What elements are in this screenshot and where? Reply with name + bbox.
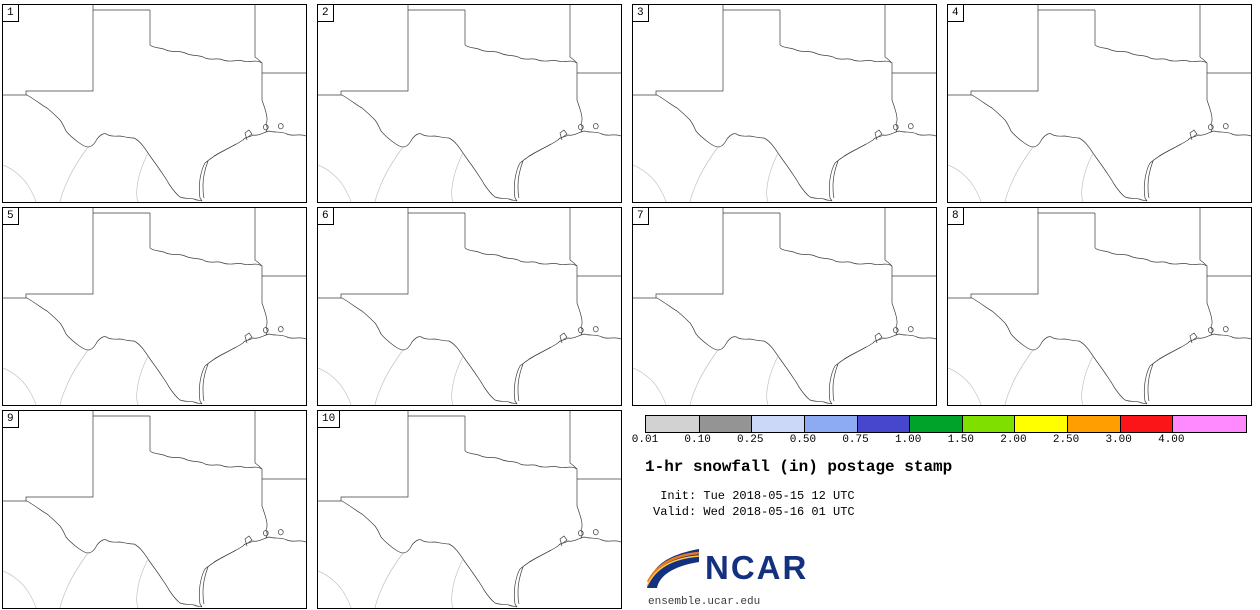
colorbar-segment <box>1014 416 1067 432</box>
texas-map <box>3 5 306 202</box>
colorbar-segment <box>856 416 910 432</box>
member-number: 1 <box>3 5 19 22</box>
colorbar-tick-label: 0.25 <box>737 434 764 446</box>
texas-map <box>633 5 936 202</box>
member-number: 8 <box>948 208 964 225</box>
member-panel-4[interactable]: 4 <box>947 4 1252 203</box>
member-number: 5 <box>3 208 19 225</box>
texas-map <box>318 411 621 608</box>
member-panel-1[interactable]: 1 <box>2 4 307 203</box>
colorbar-tick-label: 2.00 <box>1000 434 1027 446</box>
legend-area: 0.01 0.10 0.25 0.50 0.75 1.00 1.50 2.00 … <box>632 410 1252 609</box>
colorbar-tick-label: 1.50 <box>947 434 974 446</box>
colorbar-tick-labels: 0.01 0.10 0.25 0.50 0.75 1.00 1.50 2.00 … <box>632 434 1245 448</box>
texas-map <box>318 208 621 405</box>
colorbar-tick-label: 0.01 <box>631 434 659 446</box>
member-number: 2 <box>318 5 334 22</box>
texas-map <box>948 5 1251 202</box>
colorbar-segment <box>698 416 752 432</box>
texas-map <box>633 208 936 405</box>
member-panel-2[interactable]: 2 <box>317 4 622 203</box>
colorbar-tick-label: 1.00 <box>894 434 922 446</box>
snowfall-colorbar <box>645 415 1247 433</box>
colorbar-tick-label: 4.00 <box>1158 434 1185 446</box>
colorbar-tick-label: 2.50 <box>1052 434 1080 446</box>
ncar-wordmark: NCAR <box>705 549 809 586</box>
colorbar-segment <box>803 416 857 432</box>
member-number: 6 <box>318 208 334 225</box>
member-panel-8[interactable]: 8 <box>947 207 1252 406</box>
texas-map <box>318 5 621 202</box>
ensemble-site-url: ensemble.ucar.edu <box>648 596 761 608</box>
member-number: 4 <box>948 5 964 22</box>
colorbar-tick-label: 0.10 <box>684 434 711 446</box>
colorbar-tick-label: 0.50 <box>789 434 817 446</box>
colorbar-tick-label: 0.75 <box>842 434 869 446</box>
texas-map <box>3 411 306 608</box>
colorbar-segment <box>1067 416 1120 432</box>
ncar-swoosh-icon <box>646 549 700 588</box>
ncar-logo: NCAR <box>645 546 808 590</box>
member-panel-3[interactable]: 3 <box>632 4 937 203</box>
member-number: 9 <box>3 411 19 428</box>
member-panel-9[interactable]: 9 <box>2 410 307 609</box>
valid-time: Valid: Wed 2018-05-16 01 UTC <box>653 505 855 519</box>
colorbar-segment <box>1119 416 1173 432</box>
colorbar-segment <box>751 416 804 432</box>
colorbar-segment <box>961 416 1015 432</box>
plot-title: 1-hr snowfall (in) postage stamp <box>645 458 953 476</box>
colorbar-segment <box>1172 416 1246 432</box>
member-panel-10[interactable]: 10 <box>317 410 622 609</box>
texas-map <box>3 208 306 405</box>
member-panel-5[interactable]: 5 <box>2 207 307 406</box>
member-number: 10 <box>318 411 341 428</box>
colorbar-segment <box>909 416 962 432</box>
colorbar-tick-label: 3.00 <box>1105 434 1132 446</box>
colorbar-segment <box>646 416 699 432</box>
init-time: Init: Tue 2018-05-15 12 UTC <box>653 489 855 503</box>
member-panel-7[interactable]: 7 <box>632 207 937 406</box>
member-number: 7 <box>633 208 649 225</box>
member-number: 3 <box>633 5 649 22</box>
member-panel-6[interactable]: 6 <box>317 207 622 406</box>
texas-map <box>948 208 1251 405</box>
